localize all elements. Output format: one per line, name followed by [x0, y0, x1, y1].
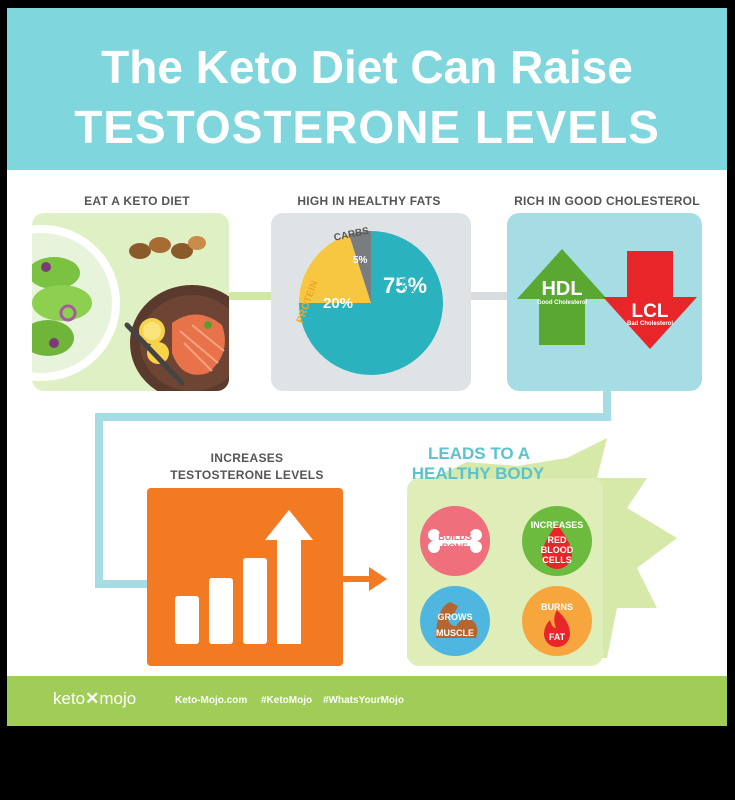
lcl-down-arrow: [603, 251, 697, 349]
hdl-up-arrow: [517, 249, 607, 345]
hdl-label: HDL: [541, 278, 583, 300]
red-blood-cells-badge: INCREASES RED BLOOD CELLS: [522, 506, 592, 576]
flame-icon: [544, 610, 570, 647]
title-line-1: The Keto Diet Can Raise: [101, 41, 633, 93]
title-line-2: TESTOSTERONE LEVELS: [74, 101, 660, 153]
food-panel: [32, 213, 229, 391]
connector-2: [471, 292, 507, 300]
logo-keto: keto: [53, 689, 86, 708]
bone-text-1: BUILDS: [438, 532, 472, 542]
cholesterol-panel: HDL Good Cholesterol LCL Bad Cholesterol: [507, 213, 702, 391]
bone-text-2: BONE: [441, 542, 468, 552]
footer-hashtag-2: #WhatsYourMojo: [323, 695, 404, 706]
leads-label-2: HEALTHY BODY: [411, 464, 545, 483]
footer-site-link[interactable]: Keto-Mojo.com: [175, 695, 248, 706]
brand-logo: keto✕mojo: [53, 689, 136, 709]
macro-pie-chart: [299, 231, 443, 375]
header-banner: The Keto Diet Can Raise TESTOSTERONE LEV…: [7, 8, 727, 170]
burns-fat-badge: BURNS FAT: [522, 586, 592, 656]
hdl-sublabel: Good Cholesterol: [536, 300, 588, 306]
logo-mark-icon: ✕: [85, 689, 100, 708]
salad-icon: [32, 257, 92, 356]
flow-line-horizontal: [95, 413, 611, 421]
increases-label-2: TESTOSTERONE LEVELS: [170, 468, 324, 482]
leads-label-1: LEADS TO A: [427, 444, 530, 463]
salmon-plate-icon: [124, 285, 229, 391]
blood-drop-icon: [542, 524, 572, 569]
flow-line-down: [603, 391, 611, 419]
logo-mojo: mojo: [99, 689, 137, 708]
muscle-text-2: MUSCLE: [436, 628, 474, 638]
cholesterol-label: RICH IN GOOD CHOLESTEROL: [514, 194, 700, 208]
bone-icon: [428, 529, 482, 553]
cholesterol-arrows: [517, 249, 697, 349]
muscle-arm-icon: [436, 602, 478, 638]
connector-1: [229, 292, 271, 300]
increases-label-1: INCREASES: [210, 451, 284, 465]
pie-slice-carbs: [349, 231, 371, 303]
fat-text-2: FAT: [548, 632, 566, 642]
builds-bone-badge: BUILDS BONE: [420, 506, 490, 576]
testosterone-panel: [147, 488, 343, 666]
muscle-text-1: GROWS: [437, 612, 473, 622]
blood-text-4: CELLS: [542, 555, 572, 565]
flow-line-in: [95, 580, 150, 588]
protein-percent: 20%: [323, 295, 354, 312]
lcl-sublabel: Bad Cholesterol: [626, 321, 673, 327]
fats-percent: 75%: [383, 273, 428, 298]
healthy-fats-label: HIGH IN HEALTHY FATS: [297, 194, 441, 208]
rising-bars-icon: [175, 510, 313, 644]
footer-bar: keto✕mojo Keto-Mojo.com #KetoMojo #Whats…: [7, 676, 727, 726]
flow-line-left: [95, 413, 103, 588]
infographic: The Keto Diet Can Raise TESTOSTERONE LEV…: [7, 8, 727, 726]
macro-panel: 75% 20% 5% HEALTHY FATS PROTEIN CARBS: [271, 213, 471, 391]
lcl-label: LCL: [631, 301, 669, 322]
eat-keto-label: EAT A KETO DIET: [84, 194, 190, 208]
nuts-icon: [129, 236, 206, 259]
food-illustration: [32, 225, 229, 391]
blood-text-3: BLOOD: [540, 545, 574, 555]
footer-hashtag-1: #KetoMojo: [261, 695, 313, 706]
arrow-right-icon: [343, 567, 387, 591]
blood-text-1: INCREASES: [530, 520, 584, 530]
carbs-percent: 5%: [353, 255, 368, 266]
fat-text-1: BURNS: [540, 602, 573, 612]
pie-slice-protein: [299, 234, 371, 303]
grows-muscle-badge: GROWS MUSCLE: [420, 586, 490, 656]
blood-text-2: RED: [547, 535, 567, 545]
